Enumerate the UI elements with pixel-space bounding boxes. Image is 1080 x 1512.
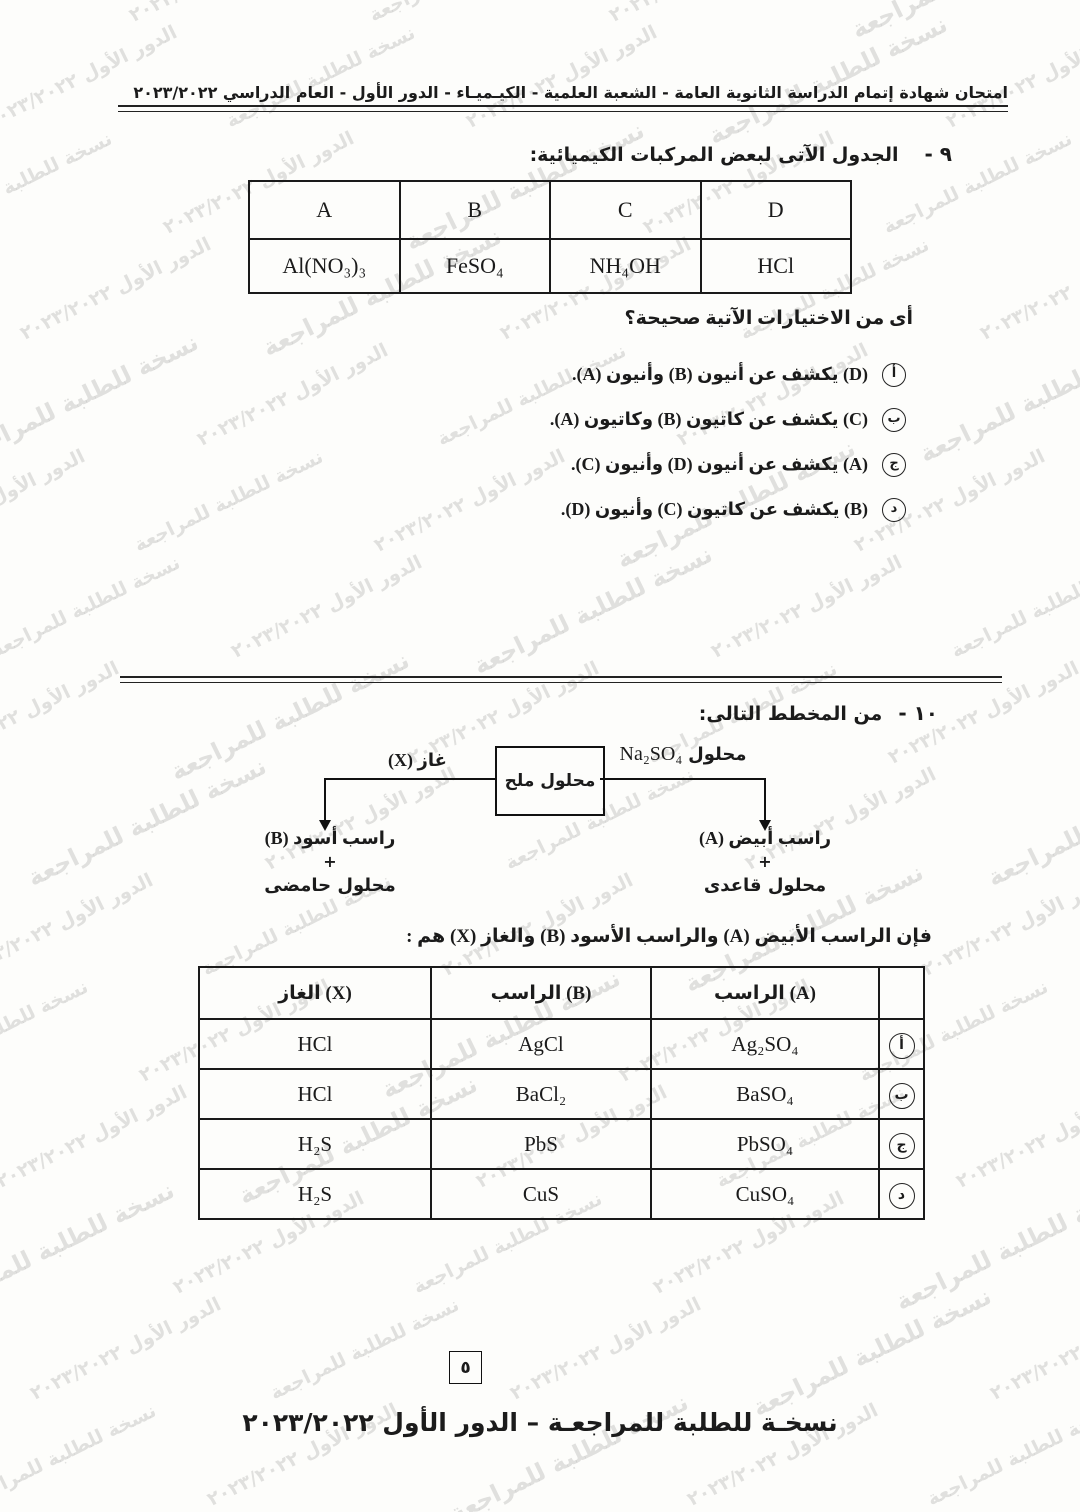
plus-sign: + bbox=[323, 852, 337, 871]
gas-x-value: HCl bbox=[198, 1018, 432, 1070]
black-precipitate-label: راسب أسود (B) bbox=[264, 828, 396, 848]
precipitate-b-value: CuS bbox=[430, 1168, 652, 1220]
right-result-block: راسب أبيض (A) + محلول قاعدى bbox=[685, 826, 845, 898]
right-branch-drop bbox=[764, 778, 767, 822]
option-letter-circle: د bbox=[888, 1182, 915, 1209]
left-result-block: راسب أسود (B) + محلول حامضى bbox=[250, 826, 410, 898]
section-divider bbox=[120, 676, 1002, 683]
compound-column-a: A bbox=[248, 180, 401, 240]
precipitate-a-value: PbSO₄ bbox=[650, 1118, 880, 1170]
option-letter-circle: أ bbox=[888, 1032, 915, 1059]
precipitate-b-value: AgCl bbox=[430, 1018, 652, 1070]
left-arrowhead-icon bbox=[319, 820, 331, 831]
results-row-b: HCl BaCl₂ BaSO₄ ب bbox=[198, 1068, 925, 1120]
option-letter-column-header bbox=[878, 966, 925, 1020]
option-letter-cell: ب bbox=[878, 1068, 925, 1120]
question-9-number: ٩ - bbox=[924, 142, 952, 166]
plus-sign: + bbox=[758, 852, 772, 871]
results-row-d: H₂S CuS CuSO₄ د bbox=[198, 1168, 925, 1220]
option-text: (C) يكشف عن كاتيون (B) وكاتيون (A). bbox=[549, 409, 868, 429]
compound-formula-c: NH₄OH bbox=[549, 238, 702, 294]
left-branch-drop bbox=[324, 778, 327, 822]
precipitate-b-column-header: الراسب (B) bbox=[430, 966, 652, 1020]
precipitate-a-value: CuSO₄ bbox=[650, 1168, 880, 1220]
question-10-heading: ١٠ - من المخطط التالى: bbox=[699, 701, 938, 725]
option-letter-circle: أ bbox=[882, 362, 906, 387]
question-10-number: ١٠ - bbox=[898, 701, 938, 725]
precipitate-b-value: BaCl₂ bbox=[430, 1068, 652, 1120]
option-letter-circle: ب bbox=[882, 407, 906, 432]
gas-x-value: H₂S bbox=[198, 1168, 432, 1220]
na2so4-label: محلول Na₂SO₄ bbox=[598, 743, 768, 766]
gas-x-label: غاز (X) bbox=[388, 750, 447, 770]
option-row-c: ج (A) يكشف عن أنيون (D) وأنيون (C). bbox=[550, 442, 906, 487]
option-letter-cell: ج bbox=[878, 1118, 925, 1170]
footer-line: نسخـة للطلبة للمراجعـة – الدور الأول ٢٠٢… bbox=[242, 1408, 838, 1437]
precipitate-a-column-header: الراسب (A) bbox=[650, 966, 880, 1020]
white-precipitate-label: راسب أبيض (A) bbox=[698, 828, 832, 848]
option-row-d: د (B) يكشف عن كاتيون (C) وأنيون (D). bbox=[550, 487, 906, 532]
option-letter-cell: أ bbox=[878, 1018, 925, 1070]
question-9-prompt: الجدول الآتى لبعض المركبات الكيميائية: bbox=[529, 144, 899, 166]
compound-formula-d: HCl bbox=[699, 238, 852, 294]
question-9-heading: ٩ - الجدول الآتى لبعض المركبات الكيميائي… bbox=[530, 142, 952, 166]
header-rule bbox=[118, 105, 1008, 112]
option-row-a: أ (D) يكشف عن أنيون (B) وأنيون (A). bbox=[550, 352, 906, 397]
acidic-solution-label: محلول حامضى bbox=[264, 875, 396, 896]
compound-formula-a: Al(NO₃)₃ bbox=[248, 238, 401, 294]
option-letter-circle: ج bbox=[888, 1132, 915, 1159]
gas-x-value: H₂S bbox=[198, 1118, 432, 1170]
question-9-options: أ (D) يكشف عن أنيون (B) وأنيون (A). ب (C… bbox=[550, 352, 906, 532]
question-10-stem: فإن الراسب الأبيض (A) والراسب الأسود (B)… bbox=[406, 926, 932, 947]
precipitate-a-value: BaSO₄ bbox=[650, 1068, 880, 1120]
compound-column-b: B bbox=[398, 180, 551, 240]
compound-column-d: D bbox=[699, 180, 852, 240]
question-10-prompt: من المخطط التالى: bbox=[698, 703, 883, 725]
results-row-a: HCl AgCl Ag₂SO₄ أ bbox=[198, 1018, 925, 1070]
salt-solution-box: محلول ملح bbox=[495, 746, 605, 816]
gas-x-value: HCl bbox=[198, 1068, 432, 1120]
compound-formula-b: FeSO₄ bbox=[398, 238, 551, 294]
option-text: (A) يكشف عن أنيون (D) وأنيون (C). bbox=[571, 454, 868, 474]
results-table: الغاز (X) الراسب (B) الراسب (A) HCl AgCl… bbox=[198, 966, 925, 1220]
option-letter-circle: ج bbox=[882, 452, 906, 477]
precipitate-a-value: Ag₂SO₄ bbox=[650, 1018, 880, 1070]
results-row-c: H₂S PbS PbSO₄ ج bbox=[198, 1118, 925, 1170]
option-text: (D) يكشف عن أنيون (B) وأنيون (A). bbox=[571, 364, 868, 384]
option-text: (B) يكشف عن كاتيون (C) وأنيون (D). bbox=[560, 499, 868, 519]
option-letter-circle: د bbox=[882, 497, 906, 522]
option-letter-cell: د bbox=[878, 1168, 925, 1220]
option-row-b: ب (C) يكشف عن كاتيون (B) وكاتيون (A). bbox=[550, 397, 906, 442]
right-arrowhead-icon bbox=[759, 820, 771, 831]
question-9-stem: أى من الاختيارات الآتية صحيحة؟ bbox=[624, 308, 913, 329]
right-branch-line bbox=[600, 778, 766, 781]
precipitate-b-value: PbS bbox=[430, 1118, 652, 1170]
page-number-box: ٥ bbox=[449, 1351, 482, 1384]
na2so4-label-arabic: محلول bbox=[688, 744, 747, 765]
compound-column-c: C bbox=[549, 180, 702, 240]
results-header-row: الغاز (X) الراسب (B) الراسب (A) bbox=[198, 966, 925, 1020]
option-letter-circle: ب bbox=[888, 1082, 915, 1109]
compounds-formula-row: Al(NO₃)₃ FeSO₄ NH₄OH HCl bbox=[248, 238, 852, 294]
compounds-header-row: A B C D bbox=[248, 180, 852, 240]
exam-header-title: امتحان شهادة إتمام الدراسة الثانوية العا… bbox=[133, 83, 1008, 102]
left-branch-line bbox=[325, 778, 495, 781]
compounds-table: A B C D Al(NO₃)₃ FeSO₄ NH₄OH HCl bbox=[248, 180, 852, 294]
na2so4-formula: Na₂SO₄ bbox=[619, 743, 683, 765]
basic-solution-label: محلول قاعدى bbox=[703, 875, 827, 896]
gas-x-column-header: الغاز (X) bbox=[198, 966, 432, 1020]
